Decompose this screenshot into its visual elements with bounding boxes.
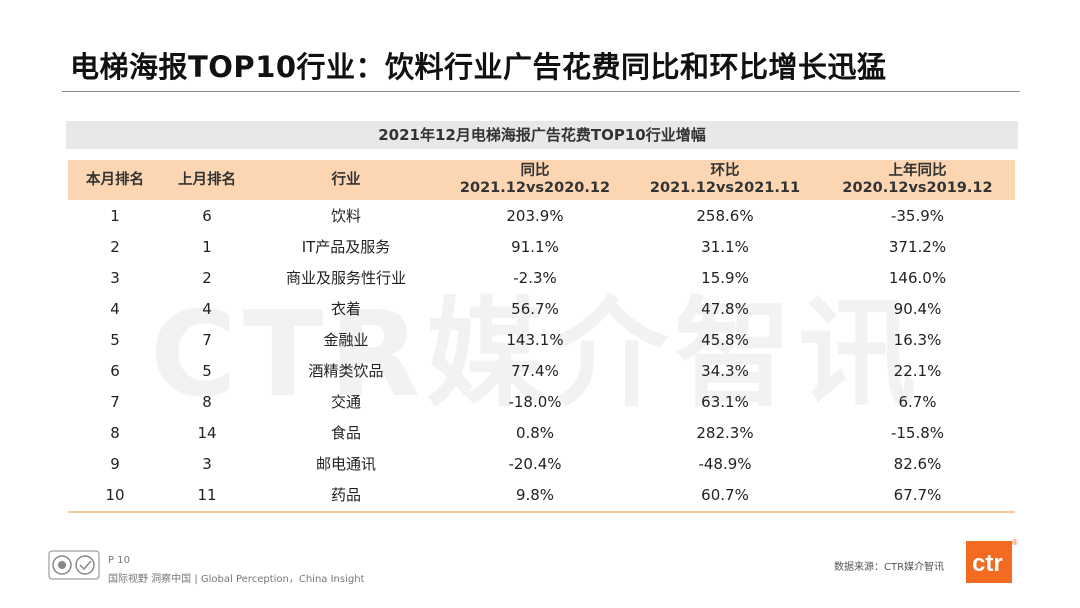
cell-mom: 282.3% (696, 423, 754, 442)
cell-yoy: 0.8% (515, 423, 555, 442)
header-prev-yoy: 上年同比 2020.12vs2019.12 (820, 160, 1015, 200)
cell-rank: 10 (105, 485, 125, 504)
cell-industry: IT产品及服务 (301, 238, 391, 256)
cell-yoy: 143.1% (506, 330, 564, 349)
cell-last-rank: 7 (202, 330, 212, 349)
cell-yoy: -20.4% (508, 454, 562, 473)
table-row: 5 7 金融业 143.1% 45.8% 16.3% (68, 324, 1015, 355)
cell-rank: 9 (110, 454, 120, 473)
table-row: 3 2 商业及服务性行业 -2.3% 15.9% 146.0% (68, 262, 1015, 293)
table-row: 2 1 IT产品及服务 91.1% 31.1% 371.2% (68, 231, 1015, 262)
header-mom-period: 2021.12vs2021.11 (649, 180, 801, 196)
header-yoy: 同比 2021.12vs2020.12 (440, 160, 630, 200)
cell-prev-yoy: 67.7% (893, 485, 942, 504)
cell-industry: 衣着 (330, 300, 361, 318)
registered-mark: ® (1012, 538, 1018, 547)
cell-yoy: 56.7% (511, 299, 559, 318)
page-title: 电梯海报TOP10行业：饮料行业广告花费同比和环比增长迅猛 (70, 50, 887, 84)
ctr-logo-text: ctr (972, 550, 1003, 577)
cell-rank: 3 (110, 268, 120, 287)
cell-mom: -48.9% (698, 454, 752, 473)
cell-mom: 47.8% (701, 299, 749, 318)
footer-slogan: 国际视野 洞察中国 | Global Perception，China Insi… (108, 574, 365, 585)
cell-rank: 1 (110, 206, 120, 225)
cell-last-rank: 4 (202, 299, 212, 318)
cell-mom: 60.7% (701, 485, 749, 504)
cell-prev-yoy: 22.1% (893, 361, 942, 380)
cell-last-rank: 8 (202, 392, 212, 411)
cell-prev-yoy: 16.3% (893, 330, 942, 349)
cell-industry: 饮料 (330, 207, 361, 225)
cell-industry: 邮电通讯 (315, 455, 376, 473)
page-number: P 10 (108, 555, 130, 566)
quality-certification-icon (48, 550, 100, 580)
cell-rank: 6 (110, 361, 120, 380)
cell-last-rank: 6 (202, 206, 212, 225)
cell-industry: 食品 (330, 424, 361, 442)
ranking-table: 本月排名 上月排名 行业 同比 2021.12vs2020.12 环比 2021… (68, 160, 1015, 513)
cell-rank: 2 (110, 237, 120, 256)
header-mom-label: 环比 (710, 163, 740, 179)
table-header-row: 本月排名 上月排名 行业 同比 2021.12vs2020.12 环比 2021… (68, 160, 1015, 200)
cell-yoy: 203.9% (506, 206, 564, 225)
cell-mom: 34.3% (701, 361, 749, 380)
header-mom: 环比 2021.12vs2021.11 (630, 160, 820, 200)
cell-industry: 药品 (330, 486, 361, 504)
table-bottom-rule (68, 511, 1015, 513)
cell-rank: 5 (110, 330, 120, 349)
cell-yoy: -2.3% (513, 268, 557, 287)
cell-industry: 酒精类饮品 (308, 362, 384, 380)
cell-last-rank: 11 (197, 485, 217, 504)
header-yoy-label: 同比 (520, 163, 550, 179)
cell-last-rank: 2 (202, 268, 212, 287)
cell-mom: 31.1% (701, 237, 749, 256)
table-caption: 2021年12月电梯海报广告花费TOP10行业增幅 (66, 121, 1018, 149)
header-yoy-period: 2021.12vs2020.12 (459, 180, 611, 196)
cell-prev-yoy: 371.2% (888, 237, 947, 256)
table-body: 1 6 饮料 203.9% 258.6% -35.9% 2 1 IT产品及服务 91.1% 31.1… (68, 200, 1015, 510)
table-row: 6 5 酒精类饮品 77.4% 34.3% 22.1% (68, 355, 1015, 386)
watermark: CTR媒介智讯 (150, 285, 922, 423)
table-row: 7 8 交通 -18.0% 63.1% 6.7% (68, 386, 1015, 417)
table-row: 10 11 药品 9.8% 60.7% 67.7% (68, 479, 1015, 510)
cell-rank: 4 (110, 299, 120, 318)
cell-mom: 45.8% (701, 330, 749, 349)
header-rank-last-month: 上月排名 (178, 171, 236, 188)
ctr-logo: ctr ® (966, 538, 1018, 583)
header-rank-this-month: 本月排名 (86, 171, 144, 188)
cell-yoy: 91.1% (511, 237, 559, 256)
cell-prev-yoy: -35.9% (890, 206, 945, 225)
cell-yoy: -18.0% (508, 392, 562, 411)
table-row: 4 4 衣着 56.7% 47.8% 90.4% (68, 293, 1015, 324)
cell-prev-yoy: -15.8% (890, 423, 945, 442)
cell-yoy: 77.4% (511, 361, 559, 380)
cell-industry: 交通 (330, 393, 361, 411)
cell-prev-yoy: 82.6% (893, 454, 942, 473)
header-industry: 行业 (331, 171, 361, 188)
cell-last-rank: 14 (197, 423, 217, 442)
table-row: 8 14 食品 0.8% 282.3% -15.8% (68, 417, 1015, 448)
cell-last-rank: 1 (202, 237, 212, 256)
cell-last-rank: 3 (202, 454, 212, 473)
cell-prev-yoy: 6.7% (898, 392, 937, 411)
cell-industry: 金融业 (323, 331, 369, 349)
title-divider (62, 91, 1020, 92)
cell-yoy: 9.8% (515, 485, 555, 504)
header-prev-yoy-period: 2020.12vs2019.12 (842, 180, 993, 196)
cell-last-rank: 5 (202, 361, 212, 380)
cell-industry: 商业及服务性行业 (285, 269, 406, 287)
cell-rank: 7 (110, 392, 120, 411)
cell-mom: 63.1% (701, 392, 749, 411)
cell-mom: 15.9% (701, 268, 749, 287)
cell-prev-yoy: 146.0% (888, 268, 947, 287)
cell-rank: 8 (110, 423, 120, 442)
header-prev-yoy-label: 上年同比 (888, 163, 947, 179)
cell-mom: 258.6% (696, 206, 754, 225)
table-row: 1 6 饮料 203.9% 258.6% -35.9% (68, 200, 1015, 231)
table-row: 9 3 邮电通讯 -20.4% -48.9% 82.6% (68, 448, 1015, 479)
data-source: 数据来源：CTR媒介智讯 (834, 562, 945, 573)
cell-prev-yoy: 90.4% (893, 299, 942, 318)
